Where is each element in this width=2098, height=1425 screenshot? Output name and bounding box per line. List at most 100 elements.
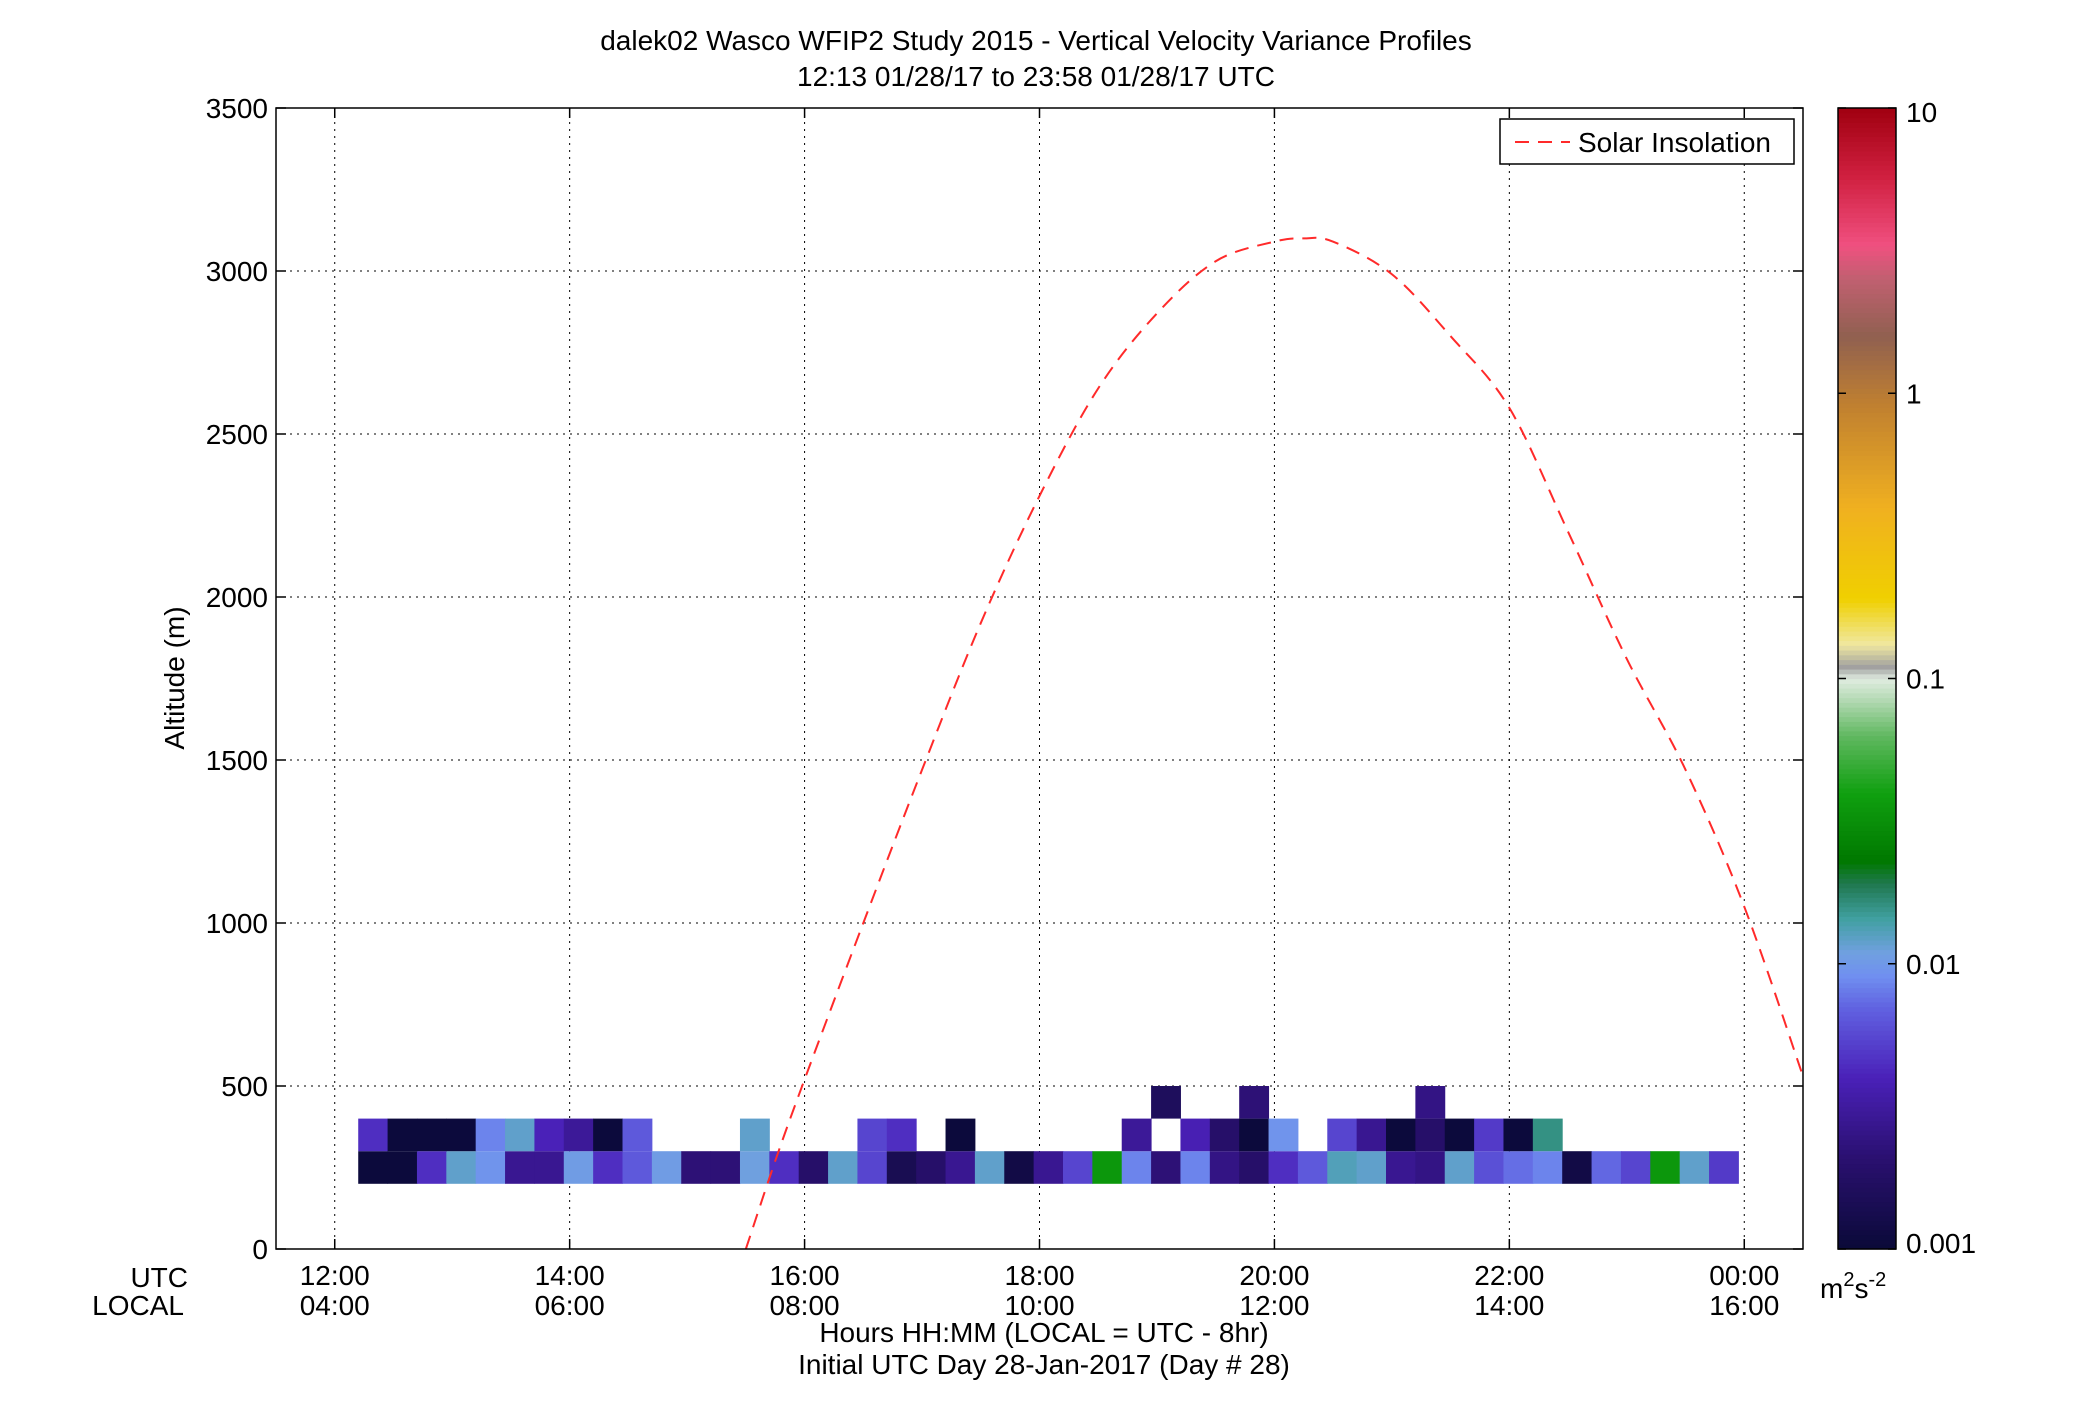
colorbar-band [1838,726,1896,732]
colorbar-band [1838,212,1896,218]
colorbar-band [1838,198,1896,204]
colorbar-band [1838,592,1896,599]
heatmap-cell [593,1118,624,1152]
colorbar-band [1838,1101,1896,1107]
colorbar-band [1838,469,1896,475]
colorbar-band [1838,1229,1896,1236]
heatmap-cell [1268,1118,1299,1152]
colorbar-band [1838,688,1896,694]
colorbar-band [1838,754,1896,760]
heatmap-cell [739,1151,770,1184]
heatmap-cell [1415,1086,1446,1119]
colorbar-band [1838,935,1896,941]
colorbar-band [1838,359,1896,366]
x-tick-label-local: 04:00 [300,1290,370,1321]
colorbar-band [1838,488,1896,494]
colorbar-band [1838,664,1896,670]
heatmap-cell [1444,1118,1475,1152]
heatmap-cell [1121,1151,1152,1184]
heatmap-cell [1679,1151,1710,1184]
colorbar-band [1838,1025,1896,1031]
colorbar-band [1838,184,1896,190]
colorbar-band [1838,364,1896,371]
heatmap-cell [358,1118,389,1152]
colorbar-band [1838,630,1896,637]
colorbar-band [1838,811,1896,817]
colorbar-band [1838,478,1896,485]
colorbar-band [1838,616,1896,623]
colorbar-band [1838,1177,1896,1184]
colorbar-band [1838,431,1896,437]
heatmap-cell [1121,1118,1152,1152]
colorbar-band [1838,179,1896,185]
colorbar-band [1838,450,1896,456]
heatmap-cell [446,1118,477,1152]
plot-area: 12:0004:0014:0006:0016:0008:0018:0010:00… [206,93,1804,1321]
heatmap-cell [475,1151,506,1184]
colorbar-band [1838,1234,1896,1241]
colorbar-band [1838,944,1896,951]
colorbar-band [1838,730,1896,737]
heatmap-cell [1151,1151,1181,1184]
colorbar-band [1838,474,1896,480]
colorbar-band [1838,464,1896,470]
heatmap-cell [798,1151,829,1184]
colorbar-band [1838,1011,1896,1017]
heatmap-cells [358,1086,1739,1184]
colorbar-band [1838,1058,1896,1065]
colorbar-band [1838,398,1896,404]
heatmap-cell [1415,1118,1446,1152]
chart-subtitle: 12:13 01/28/17 to 23:58 01/28/17 UTC [797,61,1275,92]
colorbar-band [1838,298,1896,304]
x-tick-label-utc: 14:00 [535,1260,605,1291]
y-axis-label: Altitude (m) [159,606,190,749]
colorbar-band [1838,226,1896,233]
chart-title: dalek02 Wasco WFIP2 Study 2015 - Vertica… [600,25,1472,56]
colorbar-gradient [1838,108,1896,1250]
x-tick-label-utc: 12:00 [300,1260,370,1291]
colorbar-band [1838,1187,1896,1193]
colorbar-band [1838,1149,1896,1155]
heatmap-cell [475,1118,506,1152]
colorbar-units-m: m [1820,1273,1843,1304]
colorbar-band [1838,707,1896,713]
heatmap-cell [1386,1118,1416,1152]
colorbar-band [1838,150,1896,157]
colorbar-band [1838,136,1896,142]
colorbar-band [1838,954,1896,960]
colorbar-band [1838,925,1896,932]
colorbar-tick-label: 0.1 [1906,664,1945,695]
colorbar-band [1838,317,1896,323]
colorbar-band [1838,169,1896,176]
colorbar-band [1838,911,1896,917]
colorbar-band [1838,331,1896,337]
heatmap-cell [1356,1151,1387,1184]
colorbar-band [1838,340,1896,347]
x-tick-label-local: 10:00 [1004,1290,1074,1321]
colorbar-band [1838,702,1896,708]
colorbar-units-s: s [1854,1273,1868,1304]
colorbar-band [1838,402,1896,409]
colorbar-band [1838,407,1896,413]
colorbar-band [1838,583,1896,589]
colorbar-band [1838,483,1896,489]
colorbar-band [1838,393,1896,399]
colorbar-units-sup2: -2 [1868,1269,1886,1291]
heatmap-cell [945,1151,976,1184]
heatmap-cell [1650,1151,1681,1184]
colorbar-band [1838,849,1896,856]
heatmap-cell [857,1151,888,1184]
colorbar-band [1838,721,1896,727]
colorbar-band [1838,673,1896,680]
colorbar-band [1838,1073,1896,1079]
heatmap-cell [622,1151,653,1184]
colorbar-band [1838,203,1896,209]
colorbar-band [1838,1139,1896,1146]
colorbar-band [1838,1120,1896,1126]
colorbar-band [1838,635,1896,642]
colorbar-band [1838,155,1896,161]
colorbar-tick-label: 0.001 [1906,1228,1976,1259]
colorbar-band [1838,131,1896,138]
heatmap-cell [593,1151,624,1184]
heatmap-cell [1327,1118,1358,1152]
